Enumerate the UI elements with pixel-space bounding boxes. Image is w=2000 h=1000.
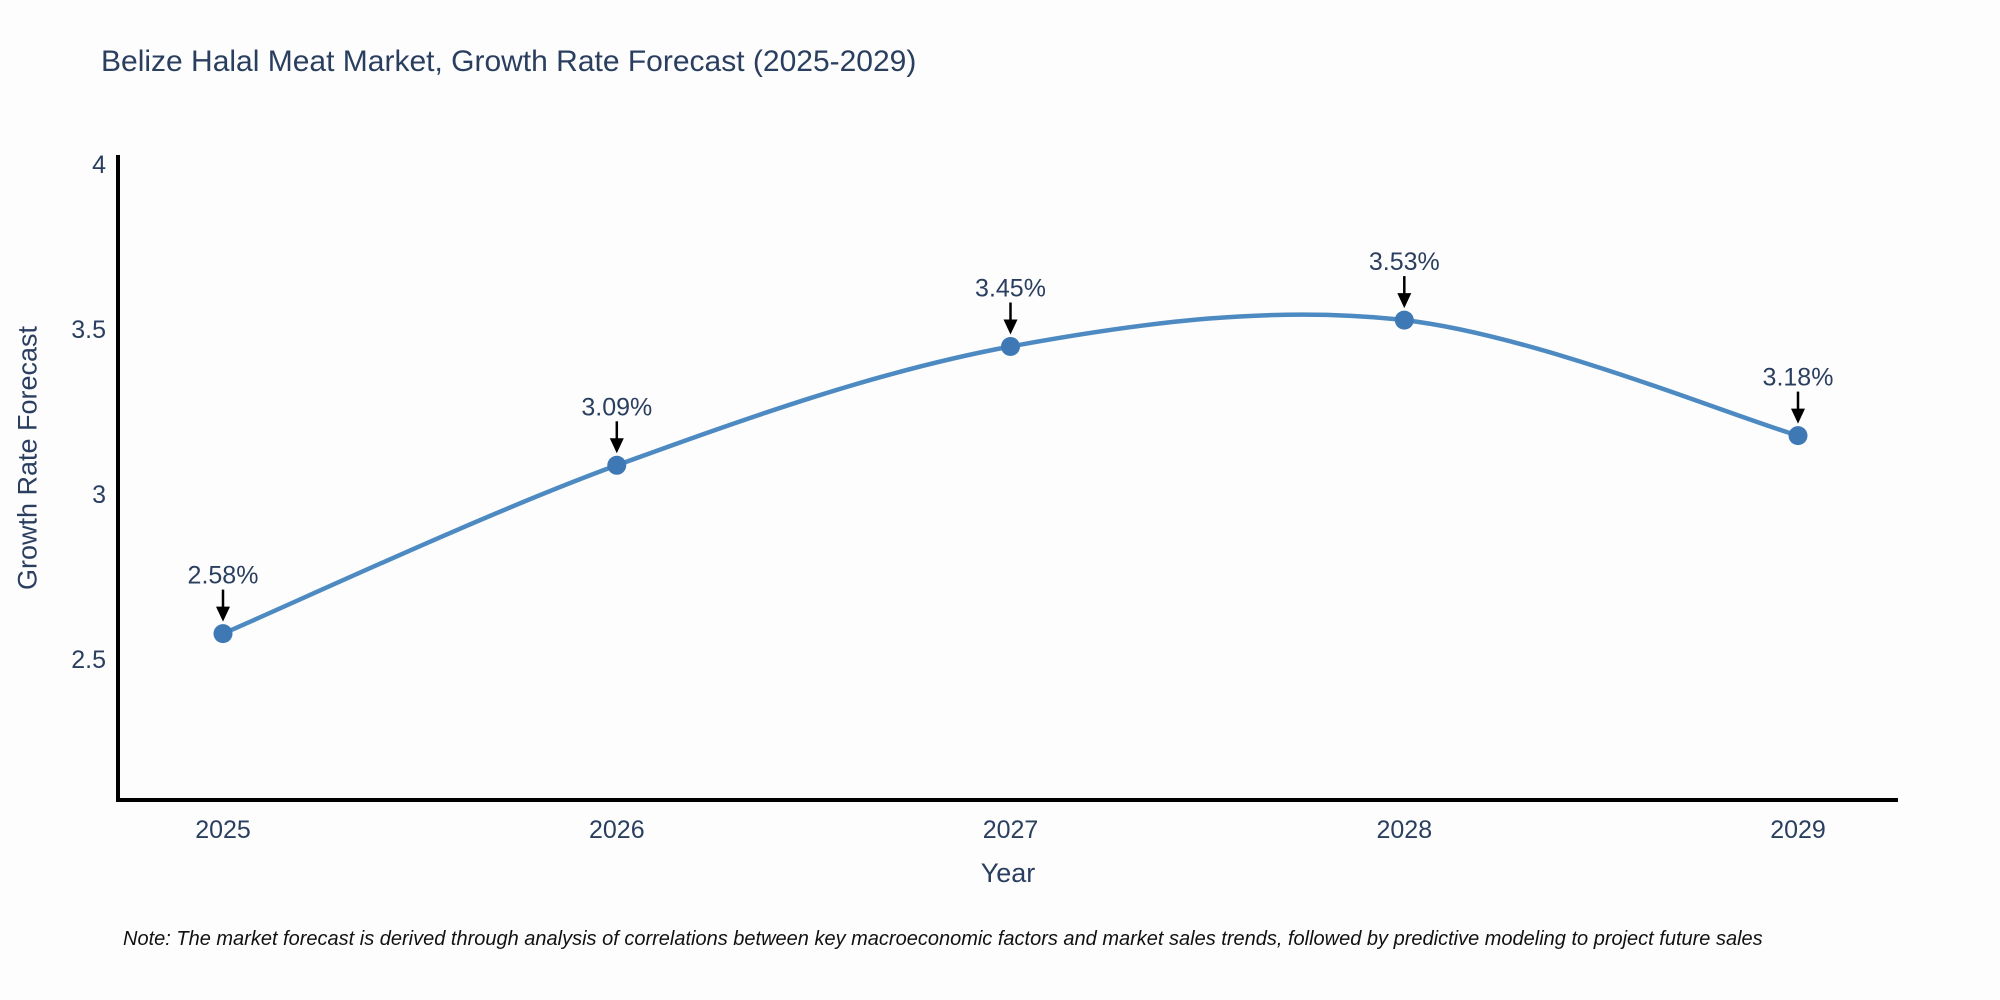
data-point-marker[interactable] (607, 455, 627, 475)
x-tick-label: 2025 (195, 816, 251, 844)
chart-title: Belize Halal Meat Market, Growth Rate Fo… (101, 45, 917, 78)
annotation-arrowhead (609, 438, 624, 454)
annotation-arrowhead (1791, 408, 1805, 424)
data-point-marker[interactable] (213, 624, 233, 644)
data-point-marker[interactable] (1001, 337, 1020, 356)
x-tick-label: 2028 (1376, 816, 1432, 844)
y-tick-label: 2.5 (71, 646, 106, 674)
data-point-label: 3.18% (1763, 364, 1834, 392)
data-point-label: 3.09% (581, 393, 652, 421)
data-point-marker[interactable] (1788, 426, 1808, 446)
footnote: Note: The market forecast is derived thr… (123, 928, 1763, 950)
data-point-label: 3.45% (975, 275, 1046, 303)
x-tick-label: 2029 (1770, 816, 1826, 844)
x-tick-label: 2026 (589, 816, 645, 844)
x-axis-title: Year (980, 858, 1036, 888)
data-point-label: 3.53% (1369, 248, 1440, 276)
trend-line (222, 312, 1799, 636)
y-tick-label: 3.5 (71, 316, 106, 344)
y-tick-label: 4 (92, 151, 106, 179)
annotation-arrowhead (1003, 319, 1018, 335)
data-point-label: 2.58% (188, 562, 259, 590)
data-point-marker[interactable] (1394, 310, 1414, 330)
x-tick-label: 2027 (983, 816, 1039, 844)
annotation-arrowhead (216, 606, 230, 622)
y-tick-label: 3 (92, 481, 106, 509)
annotation-arrowhead (1397, 293, 1412, 309)
